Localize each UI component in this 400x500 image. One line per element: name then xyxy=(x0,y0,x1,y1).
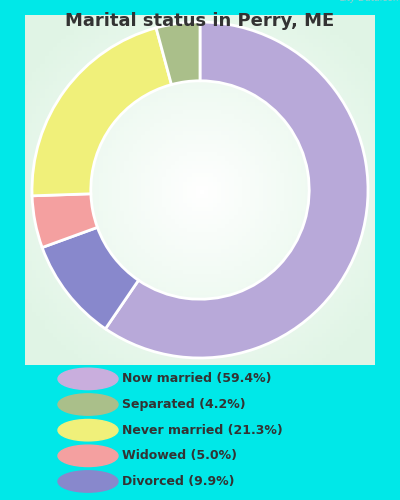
Wedge shape xyxy=(106,22,368,358)
Wedge shape xyxy=(32,28,172,196)
Text: City-Data.com: City-Data.com xyxy=(339,0,400,3)
Circle shape xyxy=(58,445,118,466)
Text: Separated (4.2%): Separated (4.2%) xyxy=(122,398,246,411)
Wedge shape xyxy=(156,22,200,84)
Text: Never married (21.3%): Never married (21.3%) xyxy=(122,424,283,436)
Circle shape xyxy=(58,368,118,390)
Text: Now married (59.4%): Now married (59.4%) xyxy=(122,372,272,386)
Wedge shape xyxy=(42,228,138,329)
Wedge shape xyxy=(32,194,97,248)
Circle shape xyxy=(58,471,118,492)
Circle shape xyxy=(58,394,118,415)
Text: Widowed (5.0%): Widowed (5.0%) xyxy=(122,450,237,462)
Text: Marital status in Perry, ME: Marital status in Perry, ME xyxy=(65,12,335,30)
Text: Divorced (9.9%): Divorced (9.9%) xyxy=(122,475,234,488)
Circle shape xyxy=(58,420,118,441)
